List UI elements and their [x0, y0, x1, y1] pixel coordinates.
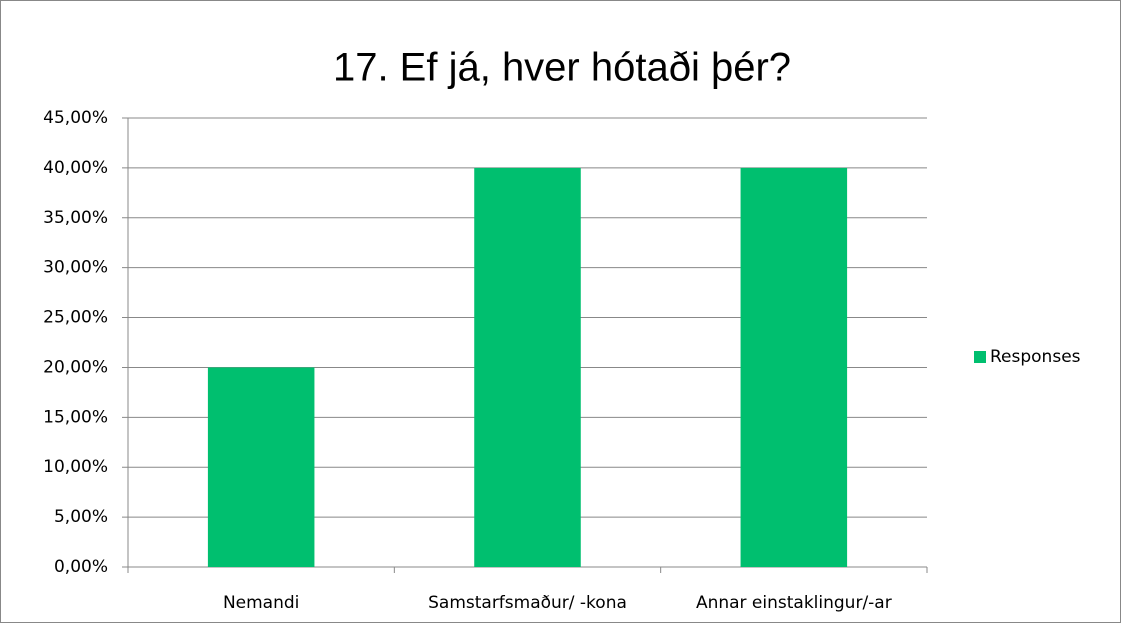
chart-title: 17. Ef já, hver hótaði þér? — [333, 46, 791, 90]
y-tick-label: 10,00% — [43, 457, 108, 477]
x-tick-label: Samstarfsmaður/ -kona — [428, 593, 627, 613]
y-tick-label: 15,00% — [43, 407, 108, 427]
y-tick-label: 45,00% — [43, 108, 108, 128]
bar — [474, 167, 581, 567]
legend-label: Responses — [990, 347, 1081, 367]
bar — [207, 367, 315, 567]
y-tick-label: 20,00% — [43, 357, 108, 377]
y-tick-label: 35,00% — [43, 208, 108, 228]
x-tick-label: Nemandi — [223, 593, 299, 613]
y-tick-label: 30,00% — [43, 258, 108, 278]
y-tick-label: 5,00% — [54, 507, 108, 527]
y-tick-label: 0,00% — [54, 557, 108, 577]
bar — [740, 167, 848, 567]
x-tick-label: Annar einstaklingur/-ar — [696, 593, 892, 613]
y-tick-label: 40,00% — [43, 158, 108, 178]
legend-swatch — [974, 351, 986, 363]
y-tick-label: 25,00% — [43, 308, 108, 328]
